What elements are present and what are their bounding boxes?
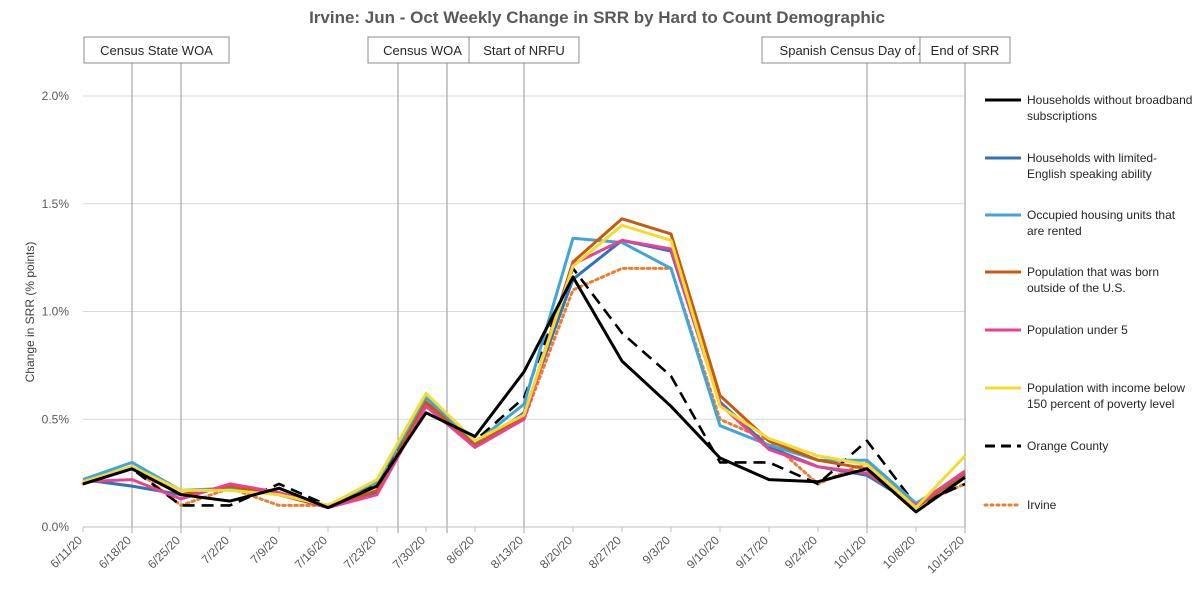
event-box	[83, 36, 230, 64]
event-label: Spanish Census Day of Action	[780, 43, 955, 58]
x-tick-label: 6/18/20	[96, 533, 134, 571]
x-tick-label: 7/2/20	[199, 533, 233, 567]
event-label: Census WOA	[383, 43, 462, 58]
chart-title: Irvine: Jun - Oct Weekly Change in SRR b…	[309, 8, 885, 27]
x-tick-label: 8/13/20	[488, 533, 526, 571]
x-tick-label: 8/27/20	[586, 533, 624, 571]
legend: Households without broadband subscription…	[983, 93, 1192, 512]
series-line	[82, 238, 966, 510]
x-tick-label: 7/23/20	[341, 533, 379, 571]
y-tick-label: 1.0%	[42, 305, 70, 319]
legend-label: Occupied housing units that are rented	[1027, 208, 1176, 238]
event-label: Census State WOA	[100, 43, 213, 58]
x-tick-label: 10/1/20	[831, 533, 869, 571]
event-box	[468, 36, 580, 64]
x-tick-label: 9/3/20	[640, 533, 674, 567]
x-tick-label: 9/17/20	[733, 533, 771, 571]
y-tick-label: 2.0%	[42, 89, 70, 103]
x-tick-label: 7/9/20	[248, 533, 282, 567]
y-tick-label: 0.0%	[42, 520, 70, 534]
legend-label: Population that was born outside of the U…	[1027, 265, 1159, 295]
event-label-box: Start of NRFU	[468, 36, 580, 64]
event-label-box: Census WOA	[367, 36, 478, 64]
x-tick-label: 8/20/20	[537, 533, 575, 571]
event-label-box: Census State WOA	[83, 36, 230, 64]
x-tick-label: 6/25/20	[145, 533, 183, 571]
event-label-box: End of SRR	[919, 36, 1011, 64]
series-line	[82, 223, 967, 510]
event-label: Start of NRFU	[483, 43, 565, 58]
x-tick-label: 9/24/20	[782, 533, 820, 571]
legend-label: Orange County	[1027, 439, 1108, 453]
y-axis-label: Change in SRR (% points)	[23, 242, 37, 383]
y-tick-label: 0.5%	[42, 412, 70, 426]
legend-label: Irvine	[1027, 498, 1057, 512]
x-tick-label: 8/6/20	[444, 533, 478, 567]
series-line	[82, 275, 966, 514]
legend-label: Households without broadband subscription…	[1027, 93, 1192, 123]
event-label: End of SRR	[931, 43, 1000, 58]
series-lines	[81, 217, 967, 514]
x-tick-label: 10/15/20	[924, 533, 967, 576]
legend-label: Households with limited-English speaking…	[1027, 151, 1157, 181]
event-box	[919, 36, 1011, 64]
y-tick-label: 1.5%	[42, 197, 70, 211]
x-tick-label: 10/8/20	[880, 533, 918, 571]
x-tick-label: 7/16/20	[292, 533, 330, 571]
event-markers: Census State WOA Census WOA Start of NRFU S…	[83, 36, 1011, 533]
legend-label: Population under 5	[1027, 323, 1128, 337]
x-tick-label: 9/10/20	[684, 533, 722, 571]
x-tick-label: 7/30/20	[390, 533, 428, 571]
x-tick-label: 6/11/20	[48, 533, 86, 571]
legend-label: Population with income below 150 percent …	[1027, 381, 1185, 411]
series-line	[82, 267, 966, 507]
